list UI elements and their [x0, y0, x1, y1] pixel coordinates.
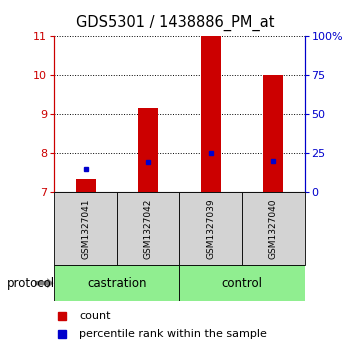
Bar	[179, 265, 304, 301]
Bar	[138, 109, 158, 192]
Text: protocol: protocol	[7, 277, 55, 290]
Bar	[263, 75, 283, 192]
Text: count: count	[79, 311, 111, 321]
Bar	[117, 192, 179, 265]
Text: GDS5301 / 1438886_PM_at: GDS5301 / 1438886_PM_at	[76, 15, 274, 31]
Text: GSM1327039: GSM1327039	[206, 198, 215, 259]
Bar	[201, 36, 220, 192]
Bar	[54, 192, 117, 265]
Text: GSM1327040: GSM1327040	[269, 199, 278, 259]
Text: castration: castration	[87, 277, 147, 290]
Text: percentile rank within the sample: percentile rank within the sample	[79, 329, 267, 339]
Bar	[242, 192, 304, 265]
Text: GSM1327042: GSM1327042	[144, 199, 153, 259]
Text: GSM1327041: GSM1327041	[81, 199, 90, 259]
Bar	[54, 265, 179, 301]
Text: control: control	[222, 277, 262, 290]
Bar	[179, 192, 242, 265]
Bar	[76, 179, 96, 192]
